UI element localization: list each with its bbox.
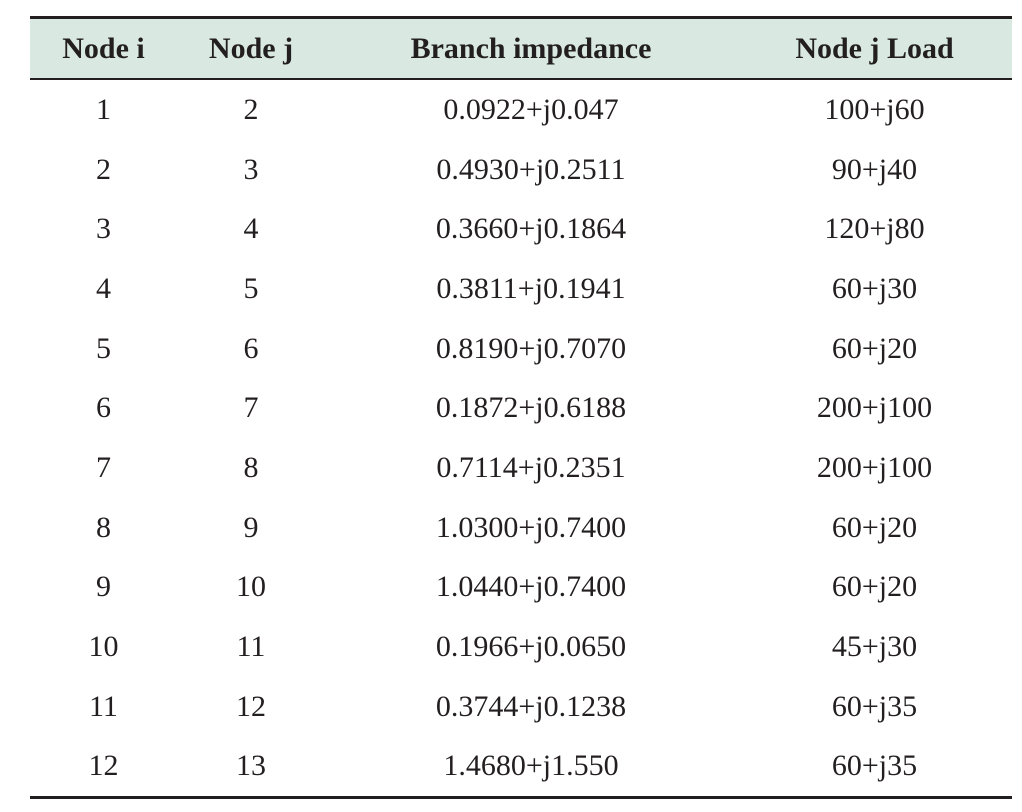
cell-node-i: 3 bbox=[96, 212, 111, 246]
cell-node-i: 11 bbox=[89, 689, 118, 723]
table-header: Node i Node j Branch impedance Node j Lo… bbox=[30, 16, 1012, 80]
cell-node-j-load: 60+j20 bbox=[831, 570, 918, 604]
data-table: Node i Node j Branch impedance Node j Lo… bbox=[30, 16, 1012, 800]
cell-node-i: 10 bbox=[88, 630, 119, 664]
table-body: 1 2 0.0922+j0.047 100+j60 2 3 0.4930+j0.… bbox=[30, 79, 1012, 800]
header-node-j: Node j bbox=[177, 16, 325, 80]
cell-node-i: 4 bbox=[96, 271, 111, 305]
cell-node-j-load: 60+j20 bbox=[831, 510, 918, 544]
cell-branch-impedance: 0.0922+j0.047 bbox=[443, 92, 619, 126]
cell-node-j-load: 200+j100 bbox=[816, 391, 933, 425]
cell-node-j: 9 bbox=[243, 510, 259, 544]
cell-node-j: 2 bbox=[243, 92, 259, 126]
cell-branch-impedance: 0.8190+j0.7070 bbox=[435, 331, 627, 365]
cell-node-j: 5 bbox=[243, 271, 259, 305]
cell-node-i: 9 bbox=[96, 570, 111, 604]
cell-node-j: 6 bbox=[243, 331, 259, 365]
cell-node-i: 12 bbox=[30, 736, 177, 800]
cell-node-j-load: 60+j30 bbox=[831, 271, 918, 305]
cell-branch-impedance: 0.1966+j0.0650 bbox=[435, 630, 627, 664]
table-row: 8 9 1.0300+j0.7400 60+j20 bbox=[30, 498, 1012, 558]
cell-branch-impedance: 1.0440+j0.7400 bbox=[435, 570, 627, 604]
cell-node-i: 8 bbox=[96, 510, 111, 544]
header-row: Node i Node j Branch impedance Node j Lo… bbox=[30, 16, 1012, 80]
cell-node-j: 11 bbox=[236, 630, 266, 664]
cell-node-j-load: 120+j80 bbox=[824, 212, 925, 246]
cell-node-j-load: 90+j40 bbox=[831, 152, 918, 186]
table-row: 11 12 0.3744+j0.1238 60+j35 bbox=[30, 677, 1012, 737]
cell-branch-impedance: 0.3811+j0.1941 bbox=[436, 271, 626, 305]
cell-branch-impedance: 0.1872+j0.6188 bbox=[435, 391, 627, 425]
cell-node-j: 4 bbox=[243, 212, 259, 246]
header-branch-impedance: Branch impedance bbox=[325, 16, 737, 80]
table-row: 3 4 0.3660+j0.1864 120+j80 bbox=[30, 199, 1012, 259]
table-row: 10 11 0.1966+j0.0650 45+j30 bbox=[30, 617, 1012, 677]
cell-branch-impedance: 0.7114+j0.2351 bbox=[436, 450, 626, 484]
cell-branch-impedance: 0.4930+j0.2511 bbox=[436, 152, 626, 186]
cell-branch-impedance: 1.4680+j1.550 bbox=[325, 736, 737, 800]
cell-node-j: 10 bbox=[236, 570, 266, 604]
cell-node-j-load: 60+j20 bbox=[831, 331, 918, 365]
cell-node-j: 7 bbox=[243, 391, 259, 425]
cell-node-j: 8 bbox=[243, 450, 259, 484]
cell-node-j-load: 60+j35 bbox=[737, 736, 1012, 800]
table-row: 5 6 0.8190+j0.7070 60+j20 bbox=[30, 319, 1012, 379]
table-row: 9 10 1.0440+j0.7400 60+j20 bbox=[30, 558, 1012, 618]
cell-node-j: 3 bbox=[243, 152, 259, 186]
table-row: 6 7 0.1872+j0.6188 200+j100 bbox=[30, 378, 1012, 438]
cell-node-j: 13 bbox=[177, 736, 325, 800]
table-row: 7 8 0.7114+j0.2351 200+j100 bbox=[30, 438, 1012, 498]
table-row: 12 13 1.4680+j1.550 60+j35 bbox=[30, 736, 1012, 800]
cell-node-i: 6 bbox=[96, 391, 111, 425]
cell-node-j: 12 bbox=[236, 689, 266, 723]
cell-node-i: 2 bbox=[96, 152, 111, 186]
cell-node-i: 5 bbox=[96, 331, 111, 365]
cell-node-i: 1 bbox=[96, 92, 111, 126]
data-table-container: Node i Node j Branch impedance Node j Lo… bbox=[30, 16, 1012, 800]
header-node-j-load: Node j Load bbox=[737, 16, 1012, 80]
cell-node-i: 7 bbox=[96, 450, 111, 484]
cell-branch-impedance: 1.0300+j0.7400 bbox=[435, 510, 627, 544]
table-row: 4 5 0.3811+j0.1941 60+j30 bbox=[30, 259, 1012, 319]
cell-node-j-load: 60+j35 bbox=[831, 689, 918, 723]
cell-node-j-load: 100+j60 bbox=[824, 92, 925, 126]
cell-node-j-load: 200+j100 bbox=[816, 450, 933, 484]
cell-branch-impedance: 0.3744+j0.1238 bbox=[435, 689, 627, 723]
table-row: 1 2 0.0922+j0.047 100+j60 bbox=[30, 79, 1012, 140]
cell-node-j-load: 45+j30 bbox=[831, 630, 918, 664]
table-row: 2 3 0.4930+j0.2511 90+j40 bbox=[30, 140, 1012, 200]
header-node-i: Node i bbox=[30, 16, 177, 80]
cell-branch-impedance: 0.3660+j0.1864 bbox=[435, 212, 627, 246]
